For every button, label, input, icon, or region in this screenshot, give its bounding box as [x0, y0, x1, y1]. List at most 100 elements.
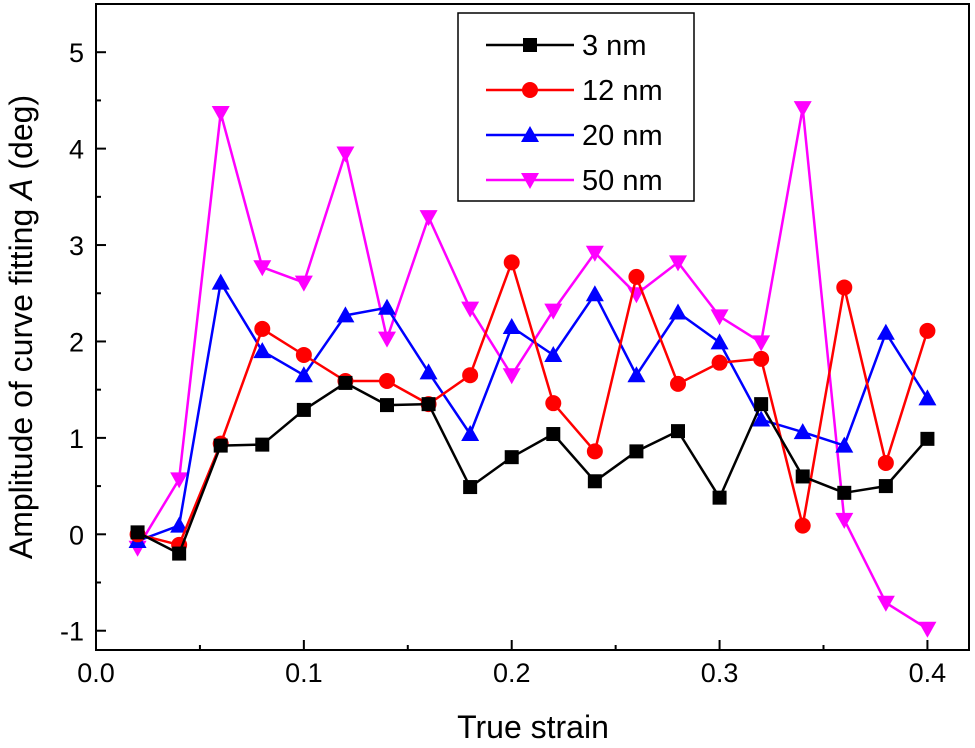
- data-point-20-nm: [378, 298, 396, 315]
- data-point-12-nm: [836, 279, 853, 296]
- y-tick-label: 1: [69, 424, 84, 454]
- data-point-50-nm: [752, 335, 771, 352]
- data-point-12-nm: [877, 454, 894, 471]
- data-point-50-nm: [461, 301, 480, 318]
- data-point-50-nm: [294, 275, 313, 292]
- series-20-nm: [128, 273, 937, 549]
- data-point-12-nm: [295, 346, 312, 363]
- data-point-20-nm: [211, 273, 230, 290]
- data-point-12-nm: [503, 254, 520, 271]
- data-point-3-nm: [878, 479, 893, 494]
- data-point-3-nm: [920, 431, 935, 446]
- x-tick-label: 0.4: [909, 658, 947, 688]
- x-tick-label: 0.0: [77, 658, 115, 688]
- data-point-20-nm: [294, 366, 313, 383]
- data-point-12-nm: [919, 322, 936, 339]
- data-point-3-nm: [130, 525, 145, 540]
- data-point-20-nm: [544, 345, 563, 362]
- x-tick-label: 0.1: [285, 658, 323, 688]
- data-point-3-nm: [712, 490, 727, 505]
- data-point-50-nm: [211, 105, 230, 122]
- data-point-50-nm: [669, 255, 687, 272]
- legend-item-50-nm: 50 nm: [486, 165, 663, 197]
- y-tick-label: -1: [60, 617, 84, 647]
- data-point-20-nm: [918, 389, 937, 406]
- data-point-3-nm: [380, 398, 394, 413]
- data-point-50-nm: [419, 210, 438, 227]
- y-tick-label: 3: [69, 231, 84, 261]
- series-3-nm: [130, 375, 935, 561]
- x-tick-label: 0.2: [493, 658, 531, 688]
- data-point-3-nm: [671, 424, 685, 439]
- legend-item-12-nm: 12 nm: [486, 75, 663, 107]
- legend-item-20-nm: 20 nm: [486, 120, 663, 152]
- data-point-20-nm: [669, 303, 687, 320]
- data-point-20-nm: [876, 323, 895, 340]
- data-point-20-nm: [752, 410, 771, 427]
- data-point-12-nm: [545, 395, 562, 412]
- data-point-20-nm: [336, 306, 355, 323]
- data-point-3-nm: [629, 444, 644, 459]
- data-point-50-nm: [253, 260, 272, 277]
- data-point-3-nm: [421, 397, 436, 412]
- legend-label: 20 nm: [582, 120, 663, 152]
- data-point-3-nm: [546, 427, 561, 442]
- axis-layer: 0.0 0.1 0.2 0.3 0.4 -1 0 1 2 3 4 5: [60, 38, 946, 688]
- data-point-12-nm: [254, 320, 271, 337]
- data-point-20-nm: [461, 425, 480, 442]
- data-point-50-nm: [502, 368, 521, 385]
- data-point-20-nm: [170, 516, 189, 533]
- data-point-50-nm: [378, 331, 396, 348]
- data-point-20-nm: [793, 423, 812, 440]
- data-point-20-nm: [835, 436, 854, 453]
- data-point-3-nm: [463, 480, 478, 495]
- y-axis-label-suffix: (deg): [3, 95, 39, 179]
- data-point-12-nm: [379, 372, 395, 389]
- legend-marker: [521, 126, 539, 142]
- series-12-nm: [129, 254, 936, 553]
- data-point-3-nm: [754, 397, 769, 412]
- y-tick-label: 4: [69, 135, 84, 165]
- data-point-20-nm: [627, 366, 646, 383]
- legend: 3 nm 12 nm 20 nm 50 nm: [457, 12, 695, 202]
- legend-label: 12 nm: [582, 75, 663, 107]
- series-line-20-nm: [137, 281, 929, 543]
- data-point-20-nm: [502, 318, 521, 334]
- data-point-12-nm: [794, 517, 811, 534]
- x-tick-label: 0.3: [701, 658, 739, 688]
- y-tick-label: 2: [69, 327, 84, 357]
- data-point-50-nm: [710, 309, 729, 326]
- legend-marker: [522, 82, 538, 98]
- data-point-3-nm: [795, 469, 810, 484]
- y-axis-label: Amplitude of curve fitting A (deg): [3, 95, 39, 559]
- data-point-50-nm: [835, 512, 854, 529]
- data-point-12-nm: [628, 268, 645, 285]
- data-point-50-nm: [793, 101, 812, 118]
- data-point-12-nm: [711, 354, 728, 371]
- y-tick-label: 0: [69, 520, 84, 550]
- data-point-3-nm: [172, 546, 187, 561]
- data-point-12-nm: [670, 375, 686, 392]
- legend-marker: [521, 173, 539, 189]
- data-point-50-nm: [876, 595, 895, 612]
- y-tick-label: 5: [69, 38, 84, 68]
- legend-label: 3 nm: [582, 30, 646, 62]
- data-point-20-nm: [419, 363, 438, 380]
- data-point-3-nm: [255, 437, 270, 452]
- y-axis-label-prefix: Amplitude of curve fitting: [3, 200, 39, 559]
- data-point-3-nm: [338, 375, 353, 390]
- series-layer: [128, 101, 937, 638]
- data-point-20-nm: [585, 285, 604, 302]
- x-axis-label: True strain: [457, 709, 609, 745]
- legend-items: 3 nm 12 nm 20 nm 50 nm: [486, 30, 663, 197]
- data-point-3-nm: [213, 438, 228, 453]
- legend-item-3-nm: 3 nm: [486, 30, 646, 62]
- data-point-3-nm: [837, 485, 852, 500]
- data-point-50-nm: [170, 472, 189, 489]
- data-point-12-nm: [462, 367, 479, 384]
- plot-frame: [95, 3, 970, 651]
- data-point-3-nm: [296, 402, 311, 417]
- data-point-12-nm: [586, 443, 603, 460]
- series-line-50-nm: [136, 106, 929, 630]
